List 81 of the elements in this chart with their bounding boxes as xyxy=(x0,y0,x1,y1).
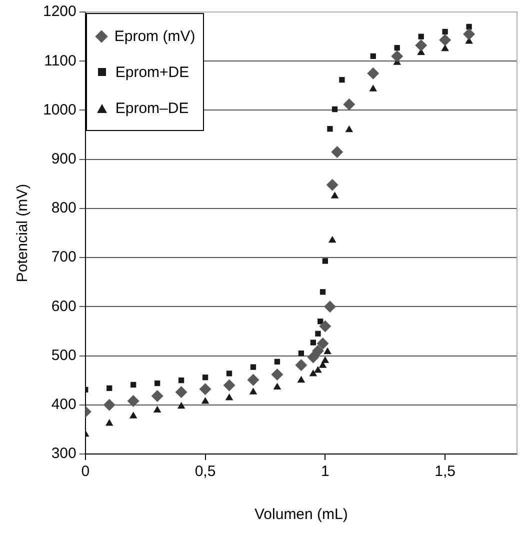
point xyxy=(106,385,112,392)
y-tick-label: 800 xyxy=(51,200,76,217)
point xyxy=(324,300,336,313)
point xyxy=(332,106,338,112)
point xyxy=(295,359,308,372)
point xyxy=(151,390,164,402)
point xyxy=(439,34,452,46)
point xyxy=(129,412,138,418)
point xyxy=(250,364,256,370)
point xyxy=(307,351,320,364)
point xyxy=(309,369,318,376)
legend-label: Eprom+DE xyxy=(115,64,190,80)
point xyxy=(105,419,114,426)
point xyxy=(225,394,234,400)
point xyxy=(463,28,476,40)
point xyxy=(343,98,356,110)
point xyxy=(178,378,184,384)
point xyxy=(202,374,208,380)
y-tick-label: 500 xyxy=(51,346,76,364)
point xyxy=(297,376,306,383)
point xyxy=(103,398,116,411)
point xyxy=(466,24,472,30)
point xyxy=(130,382,136,388)
point xyxy=(223,379,236,392)
point xyxy=(175,386,188,398)
point xyxy=(310,340,316,346)
y-axis-title: Potencial (mV) xyxy=(14,184,32,282)
point xyxy=(199,383,212,396)
point xyxy=(312,344,324,357)
point xyxy=(316,338,329,350)
point xyxy=(274,358,280,364)
y-tick-label: 300 xyxy=(51,445,76,462)
x-axis-title: Volumen (mL) xyxy=(254,506,348,524)
point xyxy=(318,318,324,324)
point xyxy=(367,67,380,80)
point xyxy=(271,368,284,380)
point xyxy=(320,289,326,295)
point xyxy=(339,76,345,83)
point xyxy=(127,394,140,407)
point xyxy=(177,402,186,409)
point xyxy=(298,350,304,356)
point xyxy=(249,388,258,394)
point xyxy=(327,126,333,132)
point xyxy=(369,84,378,92)
y-tick-label: 1100 xyxy=(44,52,76,70)
point xyxy=(315,330,321,337)
point xyxy=(391,50,404,62)
y-tick-label: 1200 xyxy=(42,3,76,20)
point xyxy=(321,356,330,363)
x-tick-label: 1 xyxy=(320,463,330,480)
point xyxy=(441,44,449,52)
point xyxy=(153,406,162,413)
legend-label: Eprom–DE xyxy=(115,100,189,116)
point xyxy=(394,45,400,51)
point xyxy=(330,192,339,198)
point xyxy=(326,178,338,191)
point xyxy=(370,53,376,60)
x-tick-label: 0 xyxy=(81,463,90,480)
point xyxy=(331,146,344,158)
y-tick-label: 1000 xyxy=(42,101,76,118)
y-tick-label: 700 xyxy=(51,248,76,266)
x-tick-label: 0,5 xyxy=(194,463,216,480)
y-tick-label: 400 xyxy=(51,396,76,414)
legend-label: Eprom (mV) xyxy=(114,28,196,44)
point xyxy=(226,370,232,376)
point xyxy=(328,236,336,243)
point xyxy=(324,347,332,354)
point xyxy=(442,28,448,34)
y-tick-label: 900 xyxy=(51,150,76,168)
point xyxy=(345,125,354,132)
point xyxy=(247,374,260,386)
x-tick-label: 1,5 xyxy=(434,463,456,480)
point xyxy=(415,39,428,52)
point xyxy=(154,380,160,386)
point xyxy=(201,396,210,404)
point xyxy=(319,320,332,332)
point xyxy=(314,366,322,373)
y-tick-label: 600 xyxy=(51,298,76,315)
point xyxy=(418,34,424,40)
point xyxy=(322,258,328,264)
point xyxy=(273,382,282,390)
